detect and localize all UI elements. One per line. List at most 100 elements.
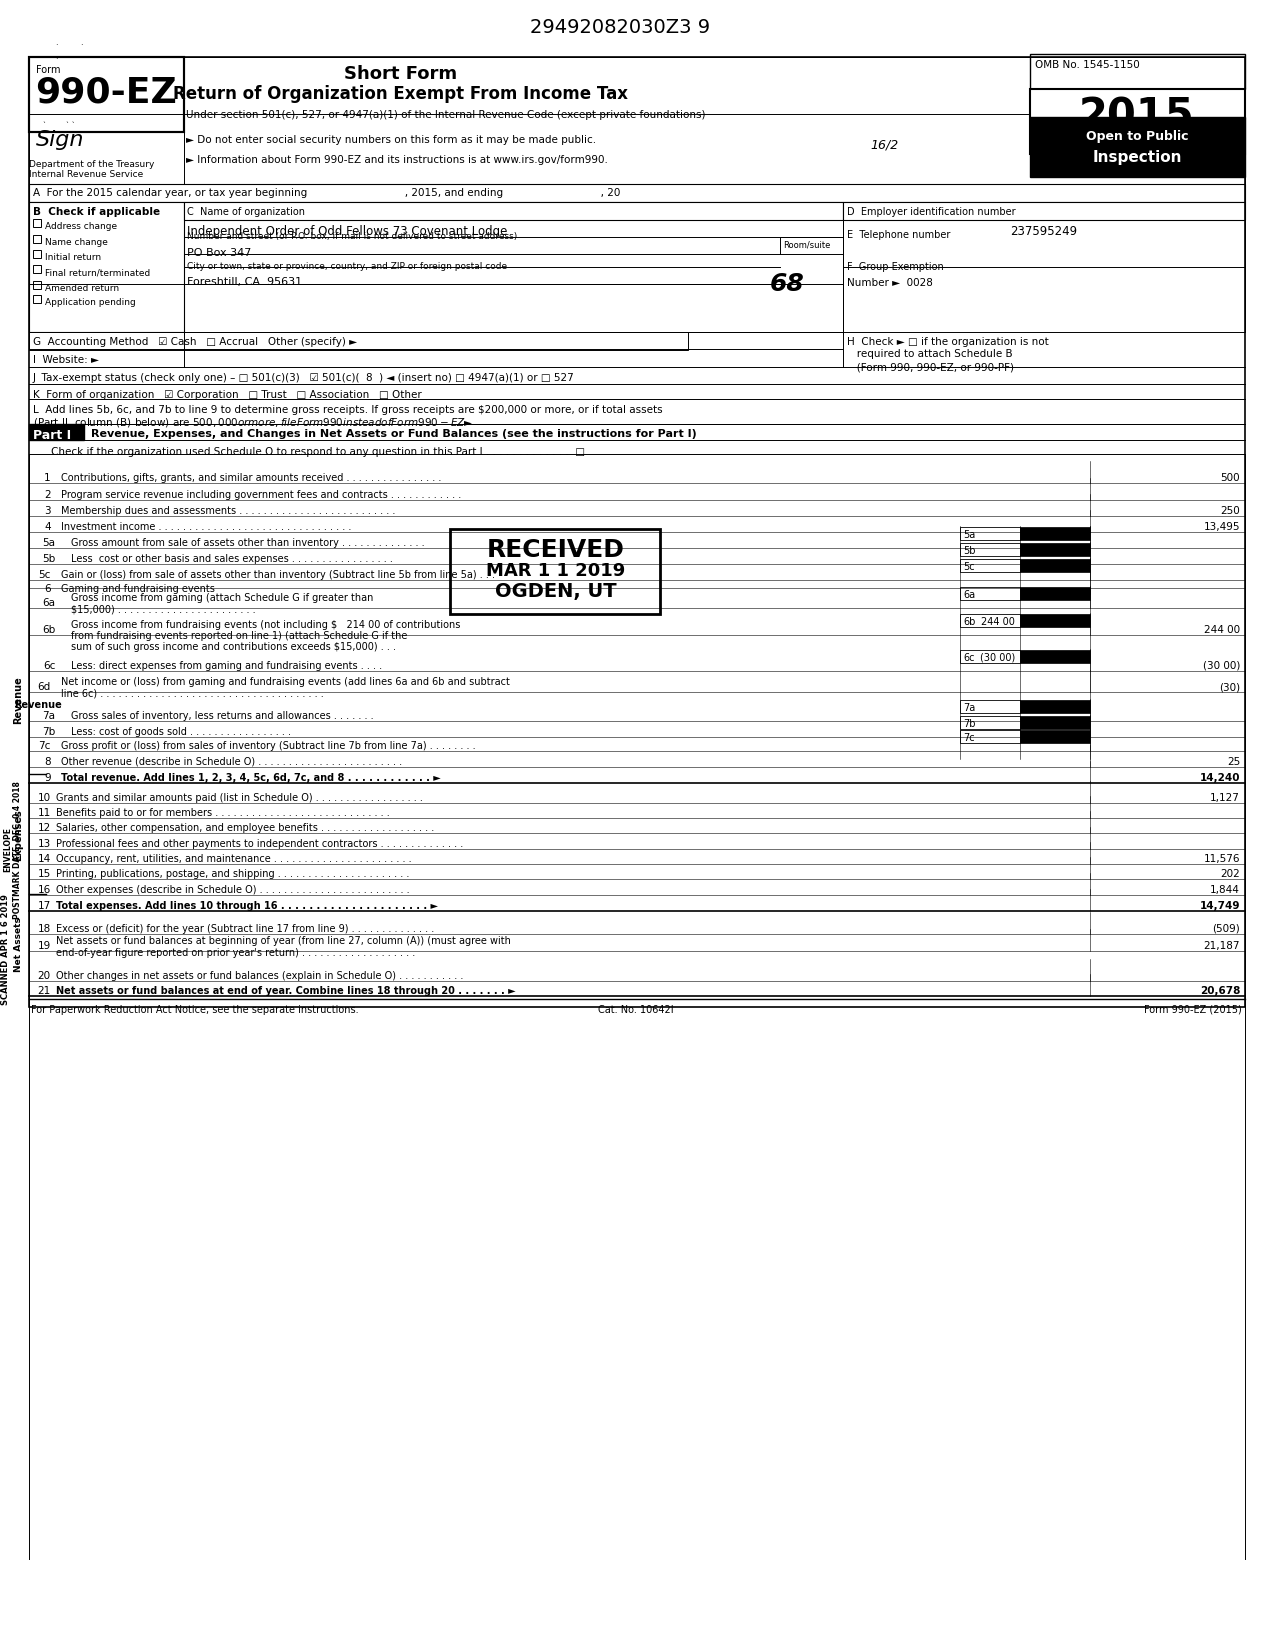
Text: Name change: Name change <box>45 237 107 247</box>
Text: Application pending: Application pending <box>45 298 135 307</box>
Bar <box>960 588 1020 600</box>
Text: Net assets or fund balances at beginning of year (from line 27, column (A)) (mus: Net assets or fund balances at beginning… <box>56 936 510 946</box>
Text: 18: 18 <box>37 923 51 933</box>
Text: 16: 16 <box>37 885 51 895</box>
Bar <box>960 700 1020 714</box>
Text: Return of Organization Exempt From Income Tax: Return of Organization Exempt From Incom… <box>173 86 628 102</box>
Text: Less  cost or other basis and sales expenses . . . . . . . . . . . . . . . . .: Less cost or other basis and sales expen… <box>70 554 393 564</box>
Text: 7a: 7a <box>963 702 976 712</box>
Text: Net Assets: Net Assets <box>14 916 23 972</box>
Text: 5c: 5c <box>963 562 974 572</box>
Text: B  Check if applicable: B Check if applicable <box>33 208 160 218</box>
Text: 13: 13 <box>37 839 51 849</box>
Text: RECEIVED: RECEIVED <box>486 537 625 562</box>
Text: 20: 20 <box>37 971 51 981</box>
Bar <box>1030 119 1245 178</box>
Text: 20,678: 20,678 <box>1199 986 1240 995</box>
Text: 5b: 5b <box>42 554 56 564</box>
Text: Form: Form <box>36 64 60 74</box>
Text: F  Group Exemption: F Group Exemption <box>847 262 944 272</box>
Text: Number ►  0028: Number ► 0028 <box>847 279 934 288</box>
Bar <box>183 203 843 221</box>
Text: 202: 202 <box>1220 868 1240 878</box>
Text: Part I: Part I <box>33 428 71 442</box>
Text: Other expenses (describe in Schedule O) . . . . . . . . . . . . . . . . . . . . : Other expenses (describe in Schedule O) … <box>56 885 410 895</box>
Bar <box>1020 560 1090 572</box>
Text: 5c: 5c <box>38 570 51 580</box>
Bar <box>1020 527 1090 541</box>
Text: Net assets or fund balances at end of year. Combine lines 18 through 20 . . . . : Net assets or fund balances at end of ye… <box>56 986 515 995</box>
Text: Revenue: Revenue <box>14 676 24 723</box>
Bar <box>28 185 1245 203</box>
Text: Total expenses. Add lines 10 through 16 . . . . . . . . . . . . . . . . . . . . : Total expenses. Add lines 10 through 16 … <box>56 900 438 910</box>
Text: 2: 2 <box>45 489 51 499</box>
Text: 19: 19 <box>37 941 51 951</box>
Text: Foreshtill, CA  95631: Foreshtill, CA 95631 <box>187 277 301 287</box>
Text: For Paperwork Reduction Act Notice, see the separate instructions.: For Paperwork Reduction Act Notice, see … <box>31 1004 359 1015</box>
Text: Department of the Treasury
Internal Revenue Service: Department of the Treasury Internal Reve… <box>28 160 154 180</box>
Text: Open to Public: Open to Public <box>1086 130 1188 143</box>
Text: OMB No. 1545-1150: OMB No. 1545-1150 <box>1035 59 1140 69</box>
Text: 13,495: 13,495 <box>1203 522 1240 532</box>
Text: 3: 3 <box>45 506 51 516</box>
Text: line 6c) . . . . . . . . . . . . . . . . . . . . . . . . . . . . . . . . . . . .: line 6c) . . . . . . . . . . . . . . . .… <box>61 687 323 697</box>
Text: 6c: 6c <box>43 661 56 671</box>
Text: 250: 250 <box>1220 506 1240 516</box>
Bar <box>33 250 41 259</box>
Text: Expenses: Expenses <box>14 809 24 860</box>
Text: 11,576: 11,576 <box>1203 854 1240 864</box>
Text: G  Accounting Method   ☑ Cash   □ Accrual   Other (specify) ►: G Accounting Method ☑ Cash □ Accrual Oth… <box>33 336 356 346</box>
Text: (Form 990, 990-EZ, or 990-PF): (Form 990, 990-EZ, or 990-PF) <box>847 363 1014 372</box>
Bar <box>33 219 41 227</box>
Text: Sign: Sign <box>36 130 84 150</box>
Text: .: . <box>80 38 83 48</box>
Text: $15,000) . . . . . . . . . . . . . . . . . . . . . . .: $15,000) . . . . . . . . . . . . . . . .… <box>70 603 256 613</box>
Text: 990-EZ: 990-EZ <box>36 74 177 109</box>
Text: (Part II, column (B) below) are $500,000 or more, file Form 990 instead of Form : (Part II, column (B) below) are $500,000… <box>33 415 473 428</box>
Bar <box>843 203 1245 221</box>
Text: Membership dues and assessments . . . . . . . . . . . . . . . . . . . . . . . . : Membership dues and assessments . . . . … <box>61 506 396 516</box>
Text: 6: 6 <box>45 583 51 593</box>
Bar <box>28 203 183 333</box>
Text: Salaries, other compensation, and employee benefits . . . . . . . . . . . . . . : Salaries, other compensation, and employ… <box>56 822 434 832</box>
Text: (30): (30) <box>1219 682 1240 692</box>
Text: from fundraising events reported on line 1) (attach Schedule G if the: from fundraising events reported on line… <box>70 631 407 641</box>
Text: 7b: 7b <box>963 719 976 728</box>
Text: Form 990-EZ (2015): Form 990-EZ (2015) <box>1145 1004 1241 1015</box>
Text: ► Do not enter social security numbers on this form as it may be made public.: ► Do not enter social security numbers o… <box>186 135 595 145</box>
Bar <box>960 615 1020 628</box>
Text: Check if the organization used Schedule O to respond to any question in this Par: Check if the organization used Schedule … <box>51 447 585 456</box>
Text: K  Form of organization   ☑ Corporation   □ Trust   □ Association   □ Other: K Form of organization ☑ Corporation □ T… <box>33 391 421 400</box>
Text: 1,844: 1,844 <box>1210 885 1240 895</box>
Text: Address change: Address change <box>45 222 117 231</box>
Bar <box>33 265 41 274</box>
Bar <box>33 282 41 290</box>
Text: 1,127: 1,127 <box>1210 793 1240 803</box>
Bar <box>1020 700 1090 714</box>
Bar <box>960 527 1020 541</box>
Bar <box>960 544 1020 557</box>
Text: Contributions, gifts, grants, and similar amounts received . . . . . . . . . . .: Contributions, gifts, grants, and simila… <box>61 473 441 483</box>
Text: 11: 11 <box>37 808 51 817</box>
Text: 15: 15 <box>37 868 51 878</box>
Bar <box>780 237 843 255</box>
Text: C  Name of organization: C Name of organization <box>187 208 304 218</box>
Text: Gross profit or (loss) from sales of inventory (Subtract line 7b from line 7a) .: Gross profit or (loss) from sales of inv… <box>61 740 476 750</box>
Text: Net income or (loss) from gaming and fundraising events (add lines 6a and 6b and: Net income or (loss) from gaming and fun… <box>61 677 510 687</box>
Text: 7c: 7c <box>38 740 51 750</box>
Text: Other changes in net assets or fund balances (explain in Schedule O) . . . . . .: Other changes in net assets or fund bala… <box>56 971 463 981</box>
Text: (509): (509) <box>1212 923 1240 933</box>
Text: required to attach Schedule B: required to attach Schedule B <box>847 349 1013 359</box>
Text: Gross income from gaming (attach Schedule G if greater than: Gross income from gaming (attach Schedul… <box>70 593 373 603</box>
Text: `: ` <box>42 122 46 129</box>
Text: 6d: 6d <box>37 682 51 692</box>
Text: 14,749: 14,749 <box>1199 900 1240 910</box>
Text: L  Add lines 5b, 6c, and 7b to line 9 to determine gross receipts. If gross rece: L Add lines 5b, 6c, and 7b to line 9 to … <box>33 405 663 415</box>
Bar <box>28 58 183 133</box>
Text: Benefits paid to or for members . . . . . . . . . . . . . . . . . . . . . . . . : Benefits paid to or for members . . . . … <box>56 808 389 817</box>
Text: City or town, state or province, country, and ZIP or foreign postal code: City or town, state or province, country… <box>187 262 506 270</box>
Text: H  Check ► □ if the organization is not: H Check ► □ if the organization is not <box>847 336 1049 346</box>
Text: 7b: 7b <box>42 727 56 737</box>
Text: Professional fees and other payments to independent contractors . . . . . . . . : Professional fees and other payments to … <box>56 839 463 849</box>
Bar <box>1030 91 1245 155</box>
